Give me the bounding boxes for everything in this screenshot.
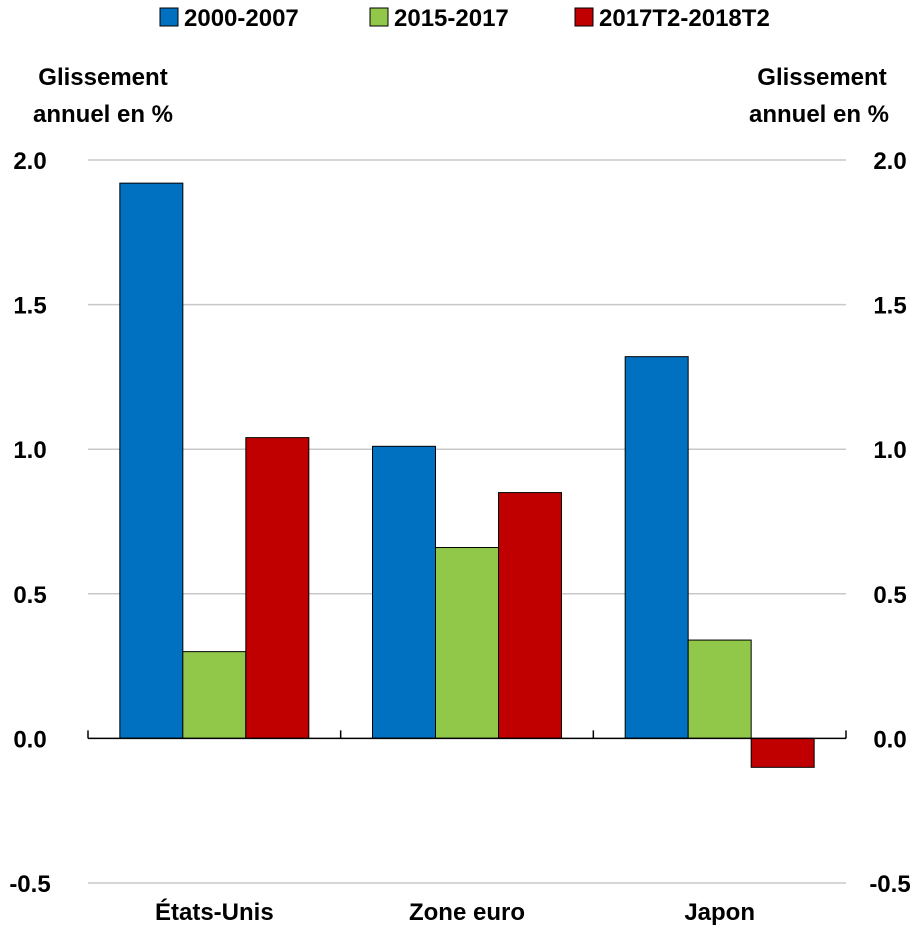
category-label: Japon	[684, 899, 755, 926]
y-tick-label-right: 2.0	[873, 148, 906, 175]
legend: 2000-2007 2015-2017 2017T2-2018T2	[159, 5, 770, 32]
bar-2000-2007-0	[119, 182, 184, 739]
legend-label: 2000-2007	[184, 5, 299, 32]
y-axis-left-ticks: 2.0 1.5 1.0 0.5 0.0 -0.5	[9, 148, 50, 898]
legend-swatch	[369, 7, 389, 27]
y-tick-label-right: 1.5	[873, 293, 906, 320]
legend-label: 2015-2017	[394, 5, 509, 32]
y-axis-left-title-line2: annuel en %	[33, 101, 173, 128]
y-tick-label-left: -0.5	[9, 871, 50, 898]
y-axis-left-title-line1: Glissement	[38, 64, 167, 91]
y-tick-label-right: -0.5	[869, 871, 910, 898]
y-axis-right-title-line2: annuel en %	[749, 101, 889, 128]
legend-swatch	[574, 7, 594, 27]
category-labels: États-Unis Zone euro Japon	[155, 898, 755, 926]
bars	[119, 182, 815, 768]
legend-swatch	[159, 7, 179, 27]
y-tick-label-left: 0.5	[13, 582, 46, 609]
bar-2000-2007-1	[372, 445, 436, 739]
y-tick-label-right: 0.0	[873, 726, 906, 753]
y-tick-label-left: 0.0	[13, 726, 46, 753]
y-tick-label-left: 1.5	[13, 293, 46, 320]
y-tick-label-right: 1.0	[873, 437, 906, 464]
bar-2000-2007-2	[624, 356, 689, 739]
category-label: Zone euro	[409, 899, 525, 926]
bar-2015-2017-2	[687, 639, 752, 739]
category-label: États-Unis	[155, 898, 274, 926]
gridlines	[88, 159, 846, 884]
y-tick-label-right: 0.5	[873, 582, 906, 609]
y-axis-right-title-line1: Glissement	[757, 64, 886, 91]
bar-2017T2-2018T2-1	[498, 492, 562, 739]
bar-2017T2-2018T2-2	[750, 737, 815, 768]
bar-2015-2017-0	[182, 651, 247, 739]
y-tick-label-left: 2.0	[13, 148, 46, 175]
y-axis-right-ticks: 2.0 1.5 1.0 0.5 0.0 -0.5	[869, 148, 910, 898]
legend-label: 2017T2-2018T2	[599, 5, 770, 32]
bar-2017T2-2018T2-0	[245, 437, 310, 739]
x-axis	[87, 730, 847, 740]
y-tick-label-left: 1.0	[13, 437, 46, 464]
bar-2015-2017-1	[435, 547, 499, 739]
